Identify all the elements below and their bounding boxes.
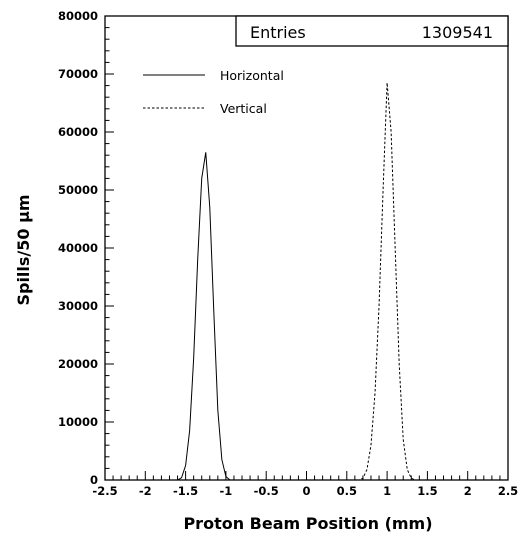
x-tick-label: 0 — [302, 484, 310, 498]
x-tick-label: -0.5 — [254, 484, 279, 498]
plot-frame — [104, 15, 509, 481]
y-tick-label: 60000 — [58, 125, 98, 139]
stats-box: Entries 1309541 — [235, 15, 509, 47]
y-tick-label: 40000 — [58, 241, 98, 255]
series-line-vertical — [105, 82, 508, 481]
x-tick-label: 0.5 — [337, 484, 357, 498]
x-tick-label: -1 — [220, 484, 233, 498]
x-tick-label: -2 — [139, 484, 152, 498]
x-tick-label: 1 — [383, 484, 391, 498]
y-tick-label: 20000 — [58, 357, 98, 371]
legend-label-horizontal: Horizontal — [220, 68, 284, 83]
x-tick-label: -2.5 — [92, 484, 117, 498]
stats-entries-value: 1309541 — [422, 23, 493, 42]
x-tick-label: 2.5 — [498, 484, 518, 498]
y-tick-label: 70000 — [58, 67, 98, 81]
y-axis-title: Spills/50 µm — [14, 194, 33, 305]
stats-entries-label: Entries — [250, 23, 306, 42]
x-tick-label: 1.5 — [417, 484, 437, 498]
legend-label-vertical: Vertical — [220, 101, 267, 116]
legend: Horizontal Vertical — [143, 68, 284, 116]
y-tick-label: 0 — [90, 473, 98, 487]
x-tick-label: -1.5 — [173, 484, 198, 498]
y-tick-label: 50000 — [58, 183, 98, 197]
x-tick-label: 2 — [464, 484, 472, 498]
stats-box-border — [235, 15, 509, 47]
y-tick-label: 80000 — [58, 9, 98, 23]
series-line-horizontal — [105, 152, 508, 481]
x-axis-title: Proton Beam Position (mm) — [183, 514, 432, 533]
y-tick-label: 10000 — [58, 415, 98, 429]
y-tick-label: 30000 — [58, 299, 98, 313]
